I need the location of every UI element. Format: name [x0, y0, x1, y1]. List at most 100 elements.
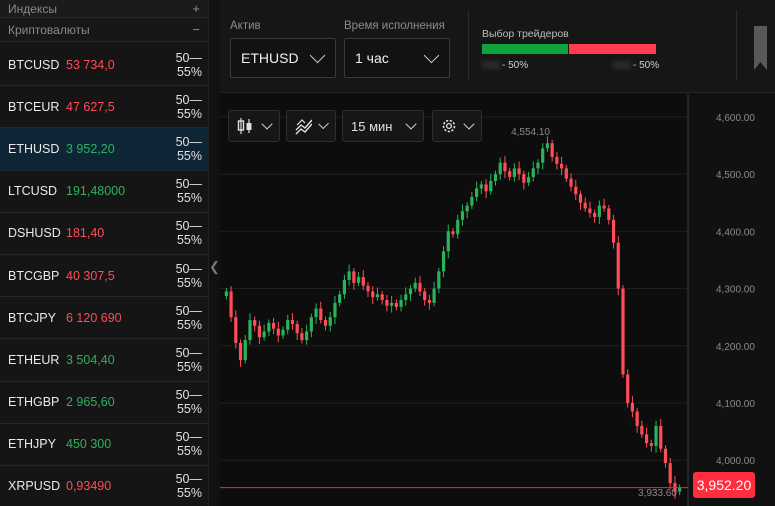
- chart-settings-button[interactable]: [432, 110, 482, 142]
- gear-icon: [442, 119, 456, 133]
- sell-percent-text: - 50%: [633, 60, 660, 71]
- asset-row-etheur[interactable]: ETHEUR 3 504,40 50—55%: [0, 339, 208, 382]
- candle-body: [678, 487, 682, 492]
- candle-body: [475, 188, 479, 197]
- expiry-select[interactable]: 1 час: [344, 38, 450, 78]
- asset-row-btcgbp[interactable]: BTCGBP 40 307,5 50—55%: [0, 255, 208, 298]
- candle-body: [503, 162, 507, 172]
- candle-body: [512, 168, 516, 177]
- candle-body: [574, 186, 578, 195]
- candle-body: [536, 162, 540, 169]
- asset-row-btceur[interactable]: BTCEUR 47 627,5 50—55%: [0, 86, 208, 129]
- y-tick-label: 4,600.00: [716, 113, 755, 124]
- candle-body: [243, 340, 247, 361]
- asset-row-btcusd[interactable]: BTCUSD 53 734,0 50—55%: [0, 44, 208, 87]
- y-tick-label: 4,000.00: [716, 456, 755, 467]
- candle-body: [493, 174, 498, 181]
- traders-choice-title: Выбор трейдеров: [482, 28, 569, 40]
- trade-controls: Актив ETHUSD Время исполнения 1 час Выбо…: [220, 0, 775, 93]
- candle-body: [640, 425, 644, 435]
- candle-body: [630, 403, 635, 412]
- asset-price: 3 952,20: [66, 141, 115, 156]
- asset-symbol: ETHGBP: [8, 395, 60, 410]
- sidebar-divider: [208, 0, 220, 506]
- candle-body: [479, 184, 483, 189]
- asset-price: 450 300: [66, 437, 112, 452]
- expand-icon[interactable]: +: [192, 1, 200, 16]
- asset-sidebar: Индексы + Криптовалюты − BTCUSD 53 734,0 5…: [0, 0, 208, 506]
- candle-body: [338, 294, 342, 303]
- asset-payout: 50—55%: [175, 303, 202, 332]
- asset-symbol: ETHJPY: [8, 437, 56, 452]
- chevron-down-icon: [261, 118, 273, 130]
- crypto-section-header[interactable]: Криптовалюты −: [0, 18, 208, 42]
- candle-body: [300, 333, 304, 341]
- separator: [736, 10, 737, 80]
- asset-row-ltcusd[interactable]: LTCUSD 191,48000 50—55%: [0, 171, 208, 213]
- indicators-button[interactable]: [286, 110, 336, 142]
- collapse-sidebar-icon[interactable]: ❮: [209, 259, 220, 274]
- asset-row-xrpusd[interactable]: XRPUSD 0,93490 50—55%: [0, 466, 208, 506]
- candle-body: [654, 425, 658, 446]
- candle-body: [541, 148, 545, 163]
- asset-payout: 50—55%: [175, 388, 202, 417]
- asset-payout: 50—55%: [175, 345, 202, 374]
- candle-body: [309, 317, 313, 332]
- candle-body: [257, 325, 262, 338]
- asset-select[interactable]: ETHUSD: [230, 38, 336, 78]
- asset-row-dshusd[interactable]: DSHUSD 181,40 50—55%: [0, 213, 208, 255]
- candle-body: [498, 162, 502, 175]
- traders-buy-percent: - 50%: [482, 60, 528, 71]
- candle-body: [555, 156, 559, 164]
- asset-symbol: BTCEUR: [8, 99, 60, 114]
- crypto-label: Криптовалюты: [8, 22, 90, 37]
- asset-payout: 50—55%: [175, 472, 202, 501]
- candle-body: [295, 324, 299, 334]
- chevron-down-icon: [423, 47, 440, 63]
- candle-body: [451, 231, 455, 235]
- candle-body: [328, 317, 332, 326]
- asset-price: 181,40: [66, 226, 105, 241]
- asset-select-value: ETHUSD: [241, 50, 299, 66]
- candle-body: [371, 291, 375, 298]
- candle-body: [649, 443, 653, 446]
- asset-symbol: LTCUSD: [8, 184, 58, 199]
- candle-body: [578, 194, 583, 203]
- asset-symbol: BTCGBP: [8, 268, 60, 283]
- chevron-down-icon: [317, 118, 329, 130]
- candle-body: [545, 143, 550, 149]
- candle-body: [375, 294, 380, 298]
- candle-body: [229, 291, 233, 318]
- candle-body: [413, 282, 417, 289]
- candle-body: [644, 434, 649, 444]
- candle-body: [352, 271, 356, 283]
- candlestick-icon: [237, 118, 252, 134]
- candle-body: [583, 202, 587, 209]
- y-tick-label: 4,200.00: [716, 342, 755, 353]
- asset-symbol: BTCUSD: [8, 57, 60, 72]
- chart-type-button[interactable]: [228, 110, 280, 142]
- price-chart[interactable]: 4,600.00 4,500.00 4,400.00 4,300.00 4,200.00…: [220, 94, 775, 506]
- collapse-icon[interactable]: −: [192, 22, 200, 37]
- asset-row-ethjpy[interactable]: ETHJPY 450 300 50—55%: [0, 424, 208, 466]
- asset-row-btcjpy[interactable]: BTCJPY 6 120 690 50—55%: [0, 297, 208, 340]
- asset-payout: 50—55%: [175, 134, 202, 163]
- asset-price: 191,48000: [66, 184, 126, 199]
- bookmark-icon[interactable]: [754, 26, 767, 70]
- asset-label: Актив: [230, 20, 261, 32]
- asset-row-ethgbp[interactable]: ETHGBP 2 965,60 50—55%: [0, 382, 208, 424]
- chart-canvas[interactable]: 4,600.00 4,500.00 4,400.00 4,300.00 4,200.00…: [220, 94, 775, 506]
- candle-body: [356, 277, 361, 283]
- candle-body: [390, 302, 394, 306]
- candle-body: [602, 205, 606, 209]
- candle-body: [432, 288, 436, 303]
- candle-body: [399, 300, 403, 307]
- asset-row-ethusd[interactable]: ETHUSD 3 952,20 50—55%: [0, 128, 208, 171]
- interval-select[interactable]: 15 мин: [342, 110, 424, 142]
- candle-body: [427, 300, 431, 303]
- candle-body: [446, 231, 450, 252]
- traders-buy-bar: [482, 44, 568, 54]
- indices-section-header[interactable]: Индексы +: [0, 0, 208, 18]
- asset-symbol: ETHEUR: [8, 352, 60, 367]
- current-price-tag: 3,952.20: [693, 472, 755, 498]
